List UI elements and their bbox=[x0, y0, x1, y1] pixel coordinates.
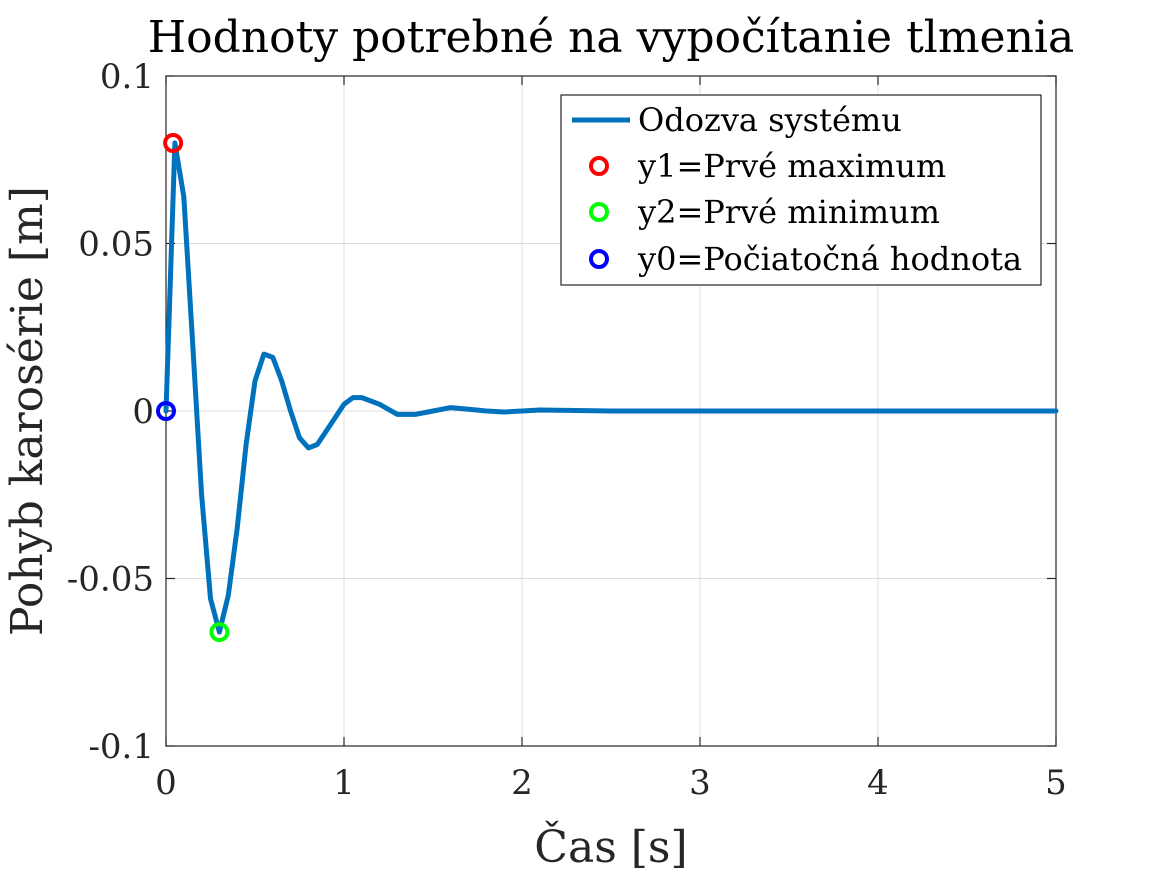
series-line-response bbox=[163, 140, 1059, 635]
legend-entry-min: y2=Prvé minimum bbox=[637, 193, 940, 231]
y-tick-label: -0.1 bbox=[88, 727, 154, 767]
y-tick-label: -0.05 bbox=[67, 560, 154, 600]
series-layer bbox=[163, 140, 1059, 635]
tick-labels: 0 1 2 3 4 5 0.1 0.05 0 -0.05 -0.1 bbox=[67, 57, 1067, 803]
x-tick-label: 5 bbox=[1045, 763, 1067, 803]
legend: Odozva systému y1=Prvé maximum y2=Prvé m… bbox=[560, 94, 1042, 286]
y-tick-label: 0.1 bbox=[100, 57, 154, 97]
legend-entry-max: y1=Prvé maximum bbox=[637, 147, 946, 185]
x-tick-label: 1 bbox=[333, 763, 355, 803]
legend-marker-min bbox=[589, 202, 609, 222]
marker-layer bbox=[156, 133, 230, 643]
marker-first-maximum bbox=[163, 133, 184, 153]
marker-first-minimum bbox=[209, 622, 230, 643]
legend-box bbox=[560, 94, 1042, 286]
x-axis-label: Čas [s] bbox=[534, 820, 687, 873]
y-tick-label: 0 bbox=[132, 392, 154, 432]
legend-marker-max bbox=[589, 156, 609, 176]
y-axis-label: Pohyb karosérie [m] bbox=[2, 186, 53, 636]
legend-marker-initial bbox=[589, 249, 609, 269]
chart-title: Hodnoty potrebné na vypočítanie tlmenia bbox=[148, 12, 1074, 63]
x-tick-label: 2 bbox=[511, 763, 533, 803]
x-tick-label: 3 bbox=[689, 763, 711, 803]
x-tick-label: 4 bbox=[867, 763, 889, 803]
legend-entry-response: Odozva systému bbox=[638, 101, 902, 139]
x-tick-label: 0 bbox=[155, 763, 177, 803]
marker-initial-value bbox=[156, 401, 176, 421]
y-tick-label: 0.05 bbox=[78, 225, 154, 265]
legend-entry-initial: y0=Počiatočná hodnota bbox=[637, 240, 1022, 278]
